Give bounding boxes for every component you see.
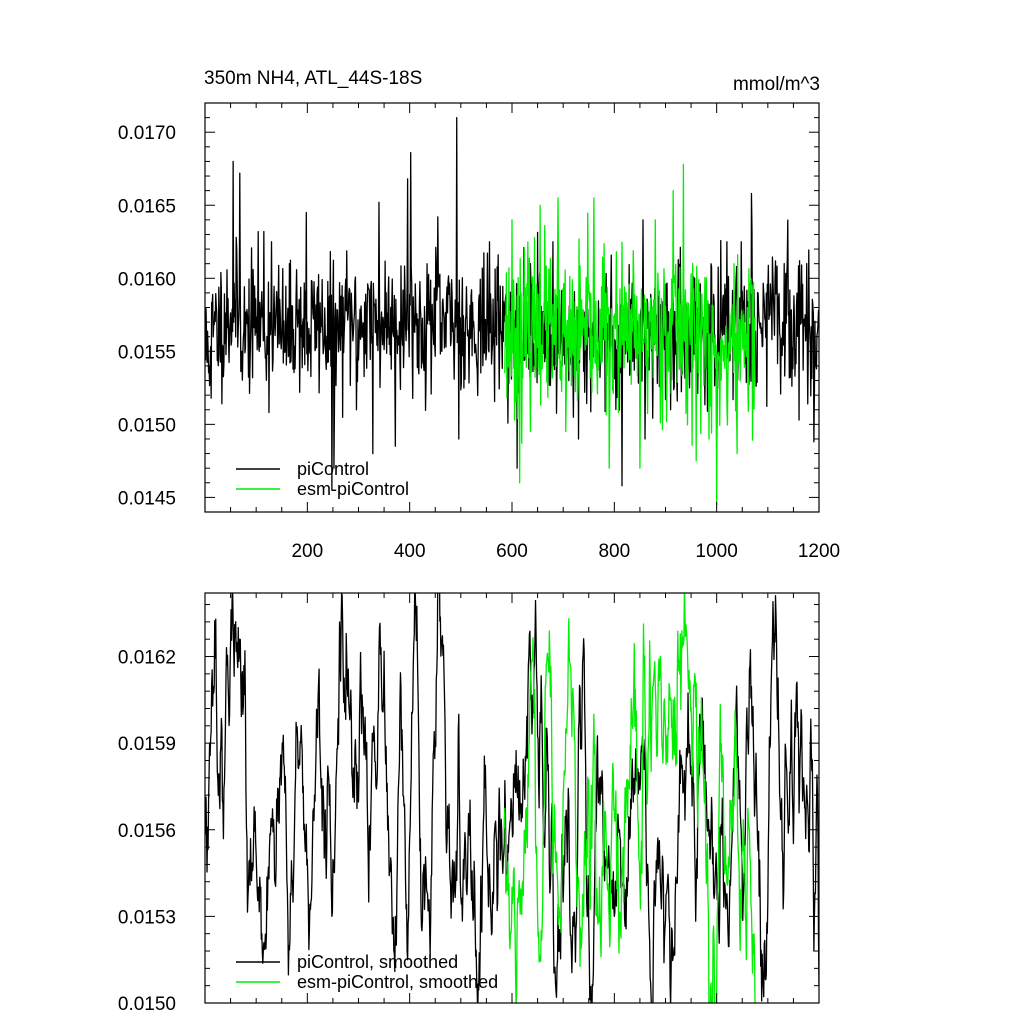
- series-line-bottom-esm-picontrol-smoothed: [503, 593, 756, 1003]
- x-tick-label-top: 1000: [696, 541, 738, 562]
- plot-frame-bottom: [204, 592, 820, 1004]
- chart-title: 350m NH4, ATL_44S-18S: [204, 68, 422, 89]
- y-tick-label-top: 0.0165: [118, 196, 176, 217]
- series-lines-bottom: [205, 593, 819, 1003]
- x-tick-label-top: 200: [291, 541, 323, 562]
- y-tick-label-bottom: 0.0156: [118, 821, 176, 842]
- legend-label-top: piControl: [297, 459, 369, 479]
- x-tick-label-top: 600: [496, 541, 528, 562]
- y-tick-label-bottom: 0.0162: [118, 648, 176, 669]
- y-tick-label-bottom: 0.0150: [118, 994, 176, 1015]
- x-tick-label-top: 800: [598, 541, 630, 562]
- series-line-bottom-picontrol-smoothed: [205, 593, 819, 1003]
- legend-label-bottom: piControl, smoothed: [297, 952, 458, 972]
- legend-label-bottom: esm-piControl, smoothed: [297, 972, 498, 992]
- y-tick-label-bottom: 0.0159: [118, 734, 176, 755]
- y-tick-label-top: 0.0170: [118, 123, 176, 144]
- top-panel: 200 400 600 800 1000 1200 0.0145 0.0150 0.0155 0.…: [118, 102, 840, 562]
- y-tick-label-top: 0.0145: [118, 488, 176, 509]
- y-tick-label-top: 0.0155: [118, 342, 176, 363]
- x-tick-label-top: 400: [394, 541, 426, 562]
- series-line-top-esm-picontrol: [503, 163, 756, 506]
- y-tick-label-top: 0.0150: [118, 415, 176, 436]
- series-lines-top: [205, 116, 819, 506]
- bottom-panel: 0.0150 0.0153 0.0156 0.0159 0.0162 piControl,…: [118, 592, 820, 1015]
- legend-label-top: esm-piControl: [297, 479, 409, 499]
- y-tick-label-bottom: 0.0153: [118, 907, 176, 928]
- x-tick-label-top: 1200: [798, 541, 840, 562]
- y-tick-label-top: 0.0160: [118, 269, 176, 290]
- units-label: mmol/m^3: [733, 74, 820, 95]
